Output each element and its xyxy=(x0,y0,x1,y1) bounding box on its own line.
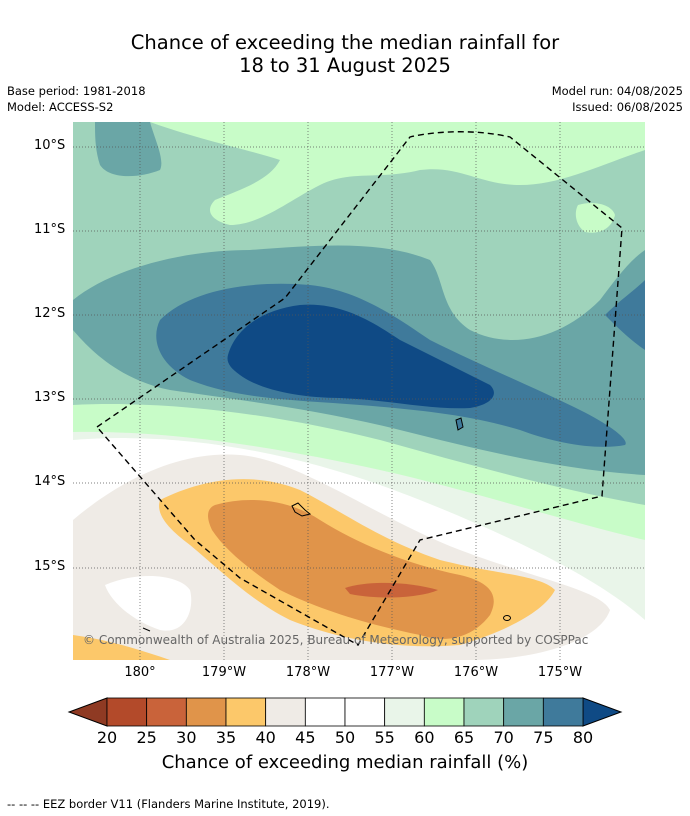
colorbar-tick-label: 75 xyxy=(533,728,554,747)
colorbar-tick-label: 60 xyxy=(414,728,435,747)
contour-over-80 xyxy=(227,304,494,409)
contour-60-65-north xyxy=(150,122,645,225)
lon-label-180: 180° xyxy=(124,665,156,680)
lat-label-12s: 12°S xyxy=(34,306,66,321)
colorbar-label: Chance of exceeding median rainfall (%) xyxy=(161,752,529,773)
eez-legend: -- -- -- EEZ border V11 (Flanders Marine… xyxy=(7,797,330,811)
contour-field xyxy=(73,122,645,660)
contour-60-65-south xyxy=(73,400,645,540)
colorbar-swatch xyxy=(185,697,227,727)
contour-30-35 xyxy=(208,500,494,639)
contour-35-40-corner xyxy=(73,635,170,660)
colorbar-swatch xyxy=(265,697,306,727)
colorbar-swatch xyxy=(304,697,346,727)
eez-border xyxy=(95,131,623,646)
colorbar-tick-label: 35 xyxy=(215,728,237,747)
lat-label-15s: 15°S xyxy=(34,559,66,574)
colorbar-tick-label: 30 xyxy=(176,728,197,747)
island-1 xyxy=(455,417,464,431)
island-2 xyxy=(291,502,312,517)
copyright-text: © Commonwealth of Australia 2025, Bureau… xyxy=(83,633,589,647)
colorbar-tick-label: 80 xyxy=(572,728,594,747)
colorbar-under-arrow xyxy=(67,697,108,727)
map-title-line2: 18 to 31 August 2025 xyxy=(239,54,451,77)
colorbar-swatch xyxy=(106,697,148,727)
colorbar-swatch xyxy=(384,697,425,727)
lat-label-11s: 11°S xyxy=(34,222,66,237)
colorbar-swatch xyxy=(463,697,505,727)
colorbar-swatch xyxy=(146,697,187,727)
colorbar-swatch xyxy=(225,697,267,727)
contour-45-50-pocket xyxy=(105,575,192,631)
graticule xyxy=(73,122,645,660)
colorbar-swatch xyxy=(344,697,386,727)
map-title-line1: Chance of exceeding the median rainfall … xyxy=(130,31,560,54)
lat-label-14s: 14°S xyxy=(34,474,66,489)
colorbar-swatch xyxy=(423,697,465,727)
contour-25-30 xyxy=(345,582,438,598)
lon-label-178w: 178°W xyxy=(285,665,331,680)
lon-label-179w: 179°W xyxy=(201,665,247,680)
lon-label-176w: 176°W xyxy=(453,665,499,680)
colorbar-tick-label: 50 xyxy=(334,728,356,747)
colorbar-tick-label: 55 xyxy=(374,728,395,747)
contour-60-65-patch xyxy=(575,203,615,233)
colorbar-tick-label: 20 xyxy=(96,728,118,747)
colorbar-tick-label: 45 xyxy=(295,728,316,747)
colorbar-over-arrow xyxy=(582,697,623,727)
colorbar-tick-label: 40 xyxy=(255,728,276,747)
issued-text: Issued: 06/08/2025 xyxy=(572,100,683,114)
colorbar-swatch xyxy=(542,697,584,727)
colorbar xyxy=(67,697,623,727)
lat-label-10s: 10°S xyxy=(34,138,66,153)
colorbar-swatch xyxy=(503,697,544,727)
island-3 xyxy=(503,615,511,621)
colorbar-tick-label: 25 xyxy=(136,728,157,747)
colorbar-tick-label: 70 xyxy=(493,728,514,747)
model-text: Model: ACCESS-S2 xyxy=(7,100,114,114)
lat-label-13s: 13°S xyxy=(34,390,66,405)
contour-70-75-north xyxy=(95,122,162,177)
lon-label-177w: 177°W xyxy=(369,665,415,680)
island-4 xyxy=(142,627,151,632)
lon-label-175w: 175°W xyxy=(537,665,583,680)
base-period-text: Base period: 1981-2018 xyxy=(7,84,146,98)
model-run-text: Model run: 04/08/2025 xyxy=(551,84,683,98)
colorbar-tick-label: 65 xyxy=(453,728,475,747)
